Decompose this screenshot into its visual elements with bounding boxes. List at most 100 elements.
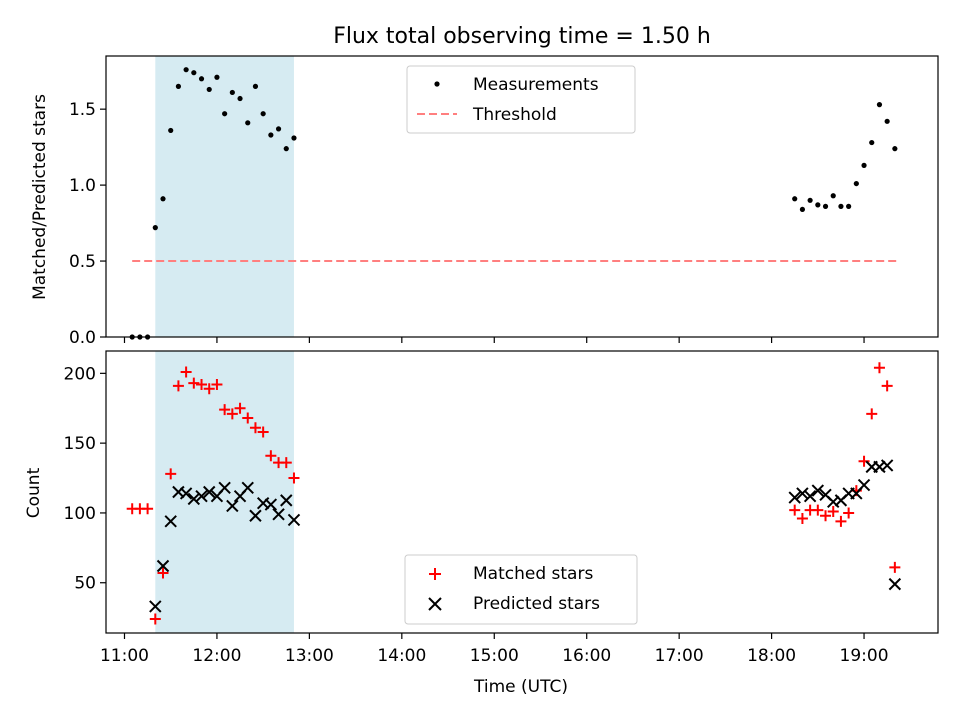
bottom-legend-box — [404, 554, 638, 625]
matched-star-point — [889, 561, 901, 573]
predicted-star-point — [788, 491, 801, 504]
measurement-point — [268, 132, 274, 138]
predicted-star-point — [857, 478, 871, 492]
matched-star-point — [796, 513, 808, 525]
matched-star-point — [234, 402, 246, 414]
measurement-point — [275, 126, 282, 132]
matched-star-point — [820, 510, 832, 522]
measurement-point — [260, 111, 266, 117]
top-panel: 0.0 0.5 1.0 1.5 Matched/Predicted stars Mea… — [30, 55, 939, 348]
legend-predicted-marker — [428, 597, 442, 611]
predicted-star-point — [164, 515, 177, 528]
top-y-tick-label: 0.5 — [69, 252, 96, 272]
predicted-star-point — [880, 459, 894, 472]
predicted-star-point — [803, 489, 817, 503]
predicted-star-point — [226, 499, 239, 513]
top-legend-box — [406, 65, 636, 134]
measurement-point — [853, 180, 859, 187]
x-tick-label: 14:00 — [377, 646, 426, 666]
measurement-point — [884, 118, 890, 124]
legend-matched-label: Matched stars — [473, 564, 593, 584]
measurement-point — [183, 67, 189, 73]
predicted-star-point — [187, 492, 201, 506]
legend-predicted-label: Predicted stars — [473, 594, 600, 614]
bottom-legend: Matched stars Predicted stars — [404, 554, 638, 625]
measurement-point — [206, 86, 212, 93]
matched-star-point — [188, 377, 200, 389]
measurement-point — [214, 74, 220, 80]
x-axis-label: Time (UTC) — [473, 677, 568, 697]
predicted-star-point — [179, 487, 193, 500]
matched-star-point — [288, 472, 300, 484]
top-x-ticks — [123, 337, 865, 343]
predicted-star-point — [203, 485, 216, 499]
measurement-point — [229, 89, 235, 96]
bottom-y-axis-label: Count — [24, 467, 44, 518]
measurement-point — [876, 102, 883, 108]
matched-star-point — [881, 380, 893, 392]
predicted-star-point — [241, 481, 254, 495]
matched-star-point — [789, 504, 801, 516]
matched-star-point — [866, 408, 878, 420]
measurement-point — [861, 162, 867, 168]
measurement-point — [245, 120, 251, 126]
top-y-axis-label: Matched/Predicted stars — [30, 94, 50, 300]
matched-star-point — [196, 379, 208, 391]
matched-star-point — [257, 426, 269, 438]
matched-star-point — [858, 455, 870, 467]
matched-star-point — [172, 380, 184, 392]
bottom-y-tick-label: 200 — [64, 364, 96, 384]
legend-matched-marker — [429, 568, 441, 580]
measurement-point — [191, 70, 197, 76]
measurement-point — [807, 197, 813, 203]
predicted-star-point — [272, 508, 285, 521]
matched-star-point — [165, 468, 177, 480]
predicted-star-point — [264, 498, 278, 511]
matched-star-point — [835, 515, 847, 527]
matched-star-point — [226, 408, 238, 420]
measurement-point — [792, 196, 798, 202]
matched-star-point — [827, 506, 839, 518]
bottom-x-ticks: 11:00 12:00 13:00 14:00 15:00 16:00 17:00 18:00… — [100, 633, 889, 666]
top-y-tick-label: 1.5 — [69, 100, 96, 120]
measurement-point — [175, 83, 182, 89]
top-y-ticks: 0.0 0.5 1.0 1.5 — [69, 100, 106, 348]
matched-star-point — [812, 504, 824, 516]
x-tick-label: 15:00 — [470, 646, 519, 666]
measurement-point — [168, 127, 174, 134]
legend-threshold-label: Threshold — [472, 105, 557, 125]
matched-star-point — [219, 404, 231, 416]
measurement-point — [838, 203, 844, 209]
top-y-tick-label: 1.0 — [69, 176, 96, 196]
predicted-star-point — [287, 513, 301, 527]
bottom-marks — [126, 362, 902, 625]
matched-star-point — [149, 613, 161, 625]
predicted-star-point — [218, 481, 231, 495]
bottom-panel: 50 100 150 200 11:00 12:00 13:00 14:00 15:00 16:… — [24, 350, 939, 697]
predicted-star-point — [796, 487, 809, 500]
measurement-point — [160, 196, 166, 202]
matched-star-point — [280, 457, 292, 469]
measurement-point — [869, 139, 875, 146]
measurement-point — [892, 146, 898, 152]
measurement-point — [846, 203, 852, 209]
measurement-point — [822, 203, 829, 209]
x-tick-label: 12:00 — [192, 646, 241, 666]
measurement-point — [830, 193, 836, 199]
matched-star-point — [843, 507, 855, 519]
matched-star-point — [203, 383, 215, 395]
measurement-point — [291, 135, 297, 141]
bottom-y-tick-label: 100 — [64, 504, 96, 524]
x-tick-label: 13:00 — [285, 646, 334, 666]
top-y-tick-label: 0.0 — [69, 328, 96, 348]
top-shaded-interval — [155, 56, 294, 337]
top-marks — [129, 67, 898, 340]
predicted-star-point — [156, 559, 170, 573]
matched-star-point — [157, 567, 169, 579]
x-tick-label: 11:00 — [100, 646, 149, 666]
x-tick-label: 19:00 — [840, 646, 889, 666]
top-legend: Measurements Threshold — [406, 65, 636, 134]
predicted-star-point — [280, 494, 293, 507]
predicted-star-point — [195, 489, 208, 503]
